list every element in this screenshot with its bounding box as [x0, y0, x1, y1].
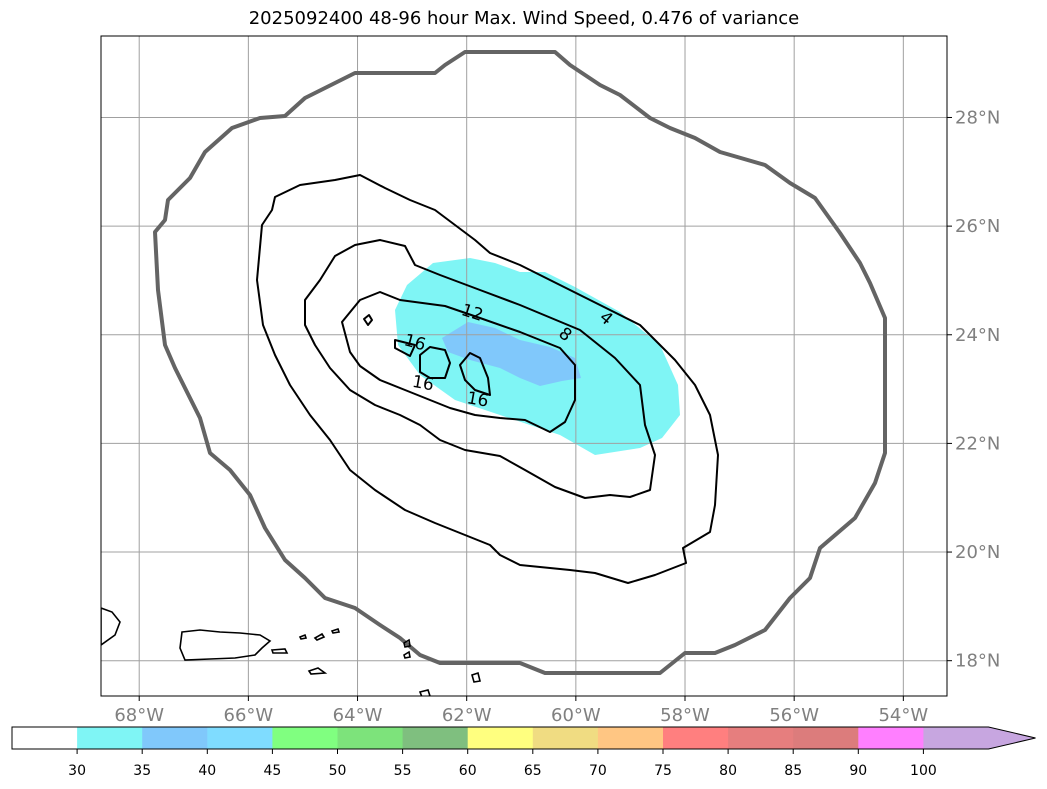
- colorbar-tick-label: 70: [589, 763, 607, 779]
- lon-tick-label: 56°W: [769, 705, 819, 726]
- lon-tick-label: 60°W: [551, 705, 601, 726]
- colorbar-segment: [597, 727, 664, 749]
- contour-label: 16: [465, 388, 490, 411]
- lon-tick-label: 68°W: [114, 705, 164, 726]
- coastlines: [101, 607, 481, 696]
- outer-boundary: [153, 50, 887, 675]
- gridlines: [101, 36, 947, 696]
- contour-label: 16: [411, 372, 436, 395]
- colorbar: 30 35 40 45 50 55 60 65 70 75 80 85 90 100: [11, 726, 1036, 779]
- island-coastline: [101, 607, 121, 646]
- colorbar-segment: [858, 727, 924, 749]
- lon-tick-label: 64°W: [333, 705, 383, 726]
- island-coastline: [418, 689, 431, 696]
- island-coastline: [403, 638, 411, 648]
- longitude-ticks: 68°W 66°W 64°W 62°W 60°W 58°W 56°W 54°W: [114, 696, 928, 726]
- colorbar-tick-label: 65: [524, 763, 542, 779]
- contours: [153, 50, 887, 675]
- colorbar-segment: [272, 727, 338, 749]
- colorbar-segment: [923, 727, 989, 749]
- colorbar-tick-label: 85: [784, 763, 802, 779]
- island-coastline: [179, 629, 272, 661]
- contour-line: [394, 339, 416, 357]
- colorbar-tick-label: 40: [198, 763, 216, 779]
- island-coastline: [313, 632, 326, 641]
- lat-tick-label: 28°N: [955, 107, 1000, 128]
- colorbar-tick-label: 55: [394, 763, 412, 779]
- chart-title: 2025092400 48-96 hour Max. Wind Speed, 0…: [248, 8, 800, 29]
- contour-line: [341, 291, 576, 433]
- colorbar-tick-label: 45: [263, 763, 281, 779]
- colorbar-extend-arrow: [988, 727, 1036, 749]
- lon-tick-label: 66°W: [224, 705, 274, 726]
- colorbar-segment: [532, 727, 599, 749]
- colorbar-segment: [663, 727, 729, 749]
- island-coastline: [330, 627, 341, 634]
- contour-line: [363, 314, 373, 326]
- colorbar-tick-label: 90: [849, 763, 867, 779]
- colorbar-segment: [77, 727, 143, 749]
- map-frame: [100, 35, 948, 697]
- lat-tick-label: 20°N: [955, 542, 1000, 563]
- colorbar-segment: [467, 727, 534, 749]
- lat-tick-label: 18°N: [955, 651, 1000, 672]
- colorbar-outline: [11, 726, 1036, 750]
- shade-35-40: [442, 322, 581, 386]
- lat-tick-label: 22°N: [955, 433, 1000, 454]
- colorbar-tick-label: 100: [910, 763, 937, 779]
- lon-tick-label: 62°W: [442, 705, 492, 726]
- contour-line: [459, 352, 491, 396]
- colorbar-tick-label: 75: [654, 763, 672, 779]
- colorbar-tick-label: 60: [459, 763, 477, 779]
- lon-tick-label: 58°W: [660, 705, 710, 726]
- lat-tick-label: 24°N: [955, 325, 1000, 346]
- colorbar-segment: [207, 727, 273, 749]
- colorbar-segment: [337, 727, 404, 749]
- island-coastline: [471, 671, 481, 683]
- colorbar-segment: [728, 727, 794, 749]
- colorbar-tick-label: 80: [719, 763, 737, 779]
- island-coastline: [307, 667, 328, 675]
- contour-line: [304, 239, 656, 499]
- colorbar-tick-label: 30: [68, 763, 86, 779]
- lat-tick-label: 26°N: [955, 216, 1000, 237]
- colorbar-segment: [142, 727, 208, 749]
- colorbar-tick-label: 50: [329, 763, 347, 779]
- colorbar-segment: [402, 727, 469, 749]
- colorbar-segment: [793, 727, 859, 749]
- lon-tick-label: 54°W: [878, 705, 928, 726]
- colorbar-segment: [12, 727, 78, 749]
- island-coastline: [298, 633, 308, 640]
- contour-line: [256, 174, 719, 584]
- latitude-ticks: 18°N 20°N 22°N 24°N 26°N 28°N: [947, 107, 1000, 672]
- contour-line: [419, 346, 451, 379]
- colorbar-tick-label: 35: [133, 763, 151, 779]
- island-coastline: [270, 648, 289, 654]
- island-coastline: [403, 650, 411, 659]
